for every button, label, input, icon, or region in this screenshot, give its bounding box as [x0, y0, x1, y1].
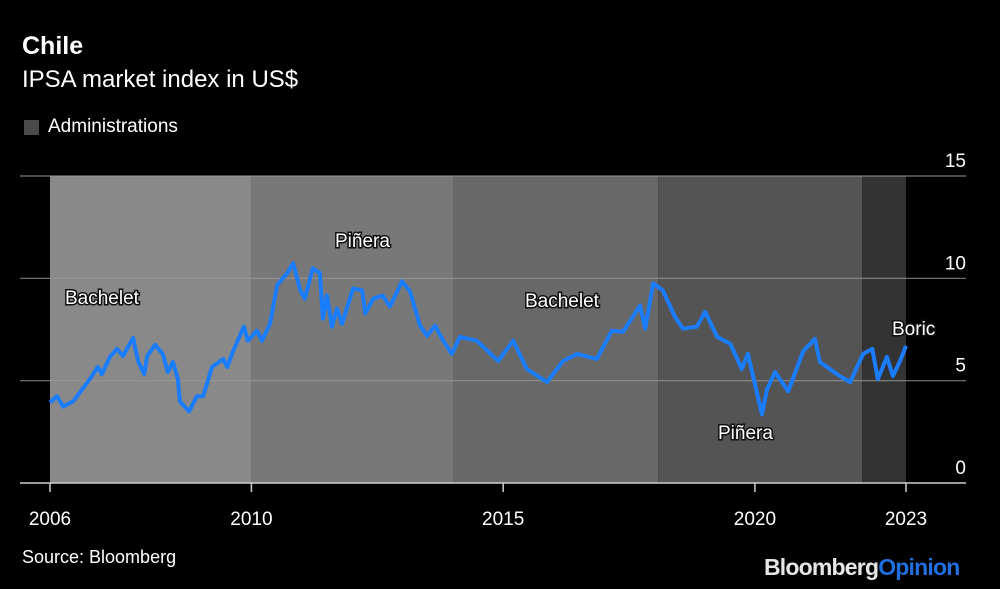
legend: Administrations [24, 116, 178, 138]
legend-label: Administrations [48, 116, 178, 137]
x-tick-label: 2010 [230, 509, 272, 530]
administration-band-1 [251, 176, 454, 483]
administration-band-3 [658, 176, 863, 483]
annotation-pinera-1: Piñera [335, 231, 390, 252]
chart-title: Chile [22, 32, 84, 60]
x-tick-label: 2023 [885, 509, 927, 530]
y-tick-label: 15 [945, 151, 966, 172]
annotation-bachelet-2: Bachelet [525, 291, 600, 312]
source-note: Source: Bloomberg [22, 547, 177, 567]
y-tick-label: 5 [955, 356, 966, 377]
chart-subtitle: IPSA market index in US$ [22, 66, 299, 93]
administration-band-4 [862, 176, 906, 483]
x-tick-label: 2006 [29, 509, 71, 530]
y-tick-label: 10 [945, 253, 966, 274]
annotation-bachelet-1: Bachelet [65, 288, 140, 309]
legend-swatch [24, 119, 39, 135]
administration-band-2 [453, 176, 659, 483]
annotation-pinera-2: Piñera [718, 423, 773, 444]
bloomberg-opinion-logo: BloombergOpinion [764, 554, 960, 581]
x-tick-label: 2015 [482, 509, 524, 530]
logo-opinion: Opinion [878, 554, 960, 580]
y-tick-label: 0 [955, 458, 966, 479]
logo-bloomberg: Bloomberg [764, 554, 879, 580]
administration-band-0 [50, 176, 252, 483]
annotation-boric: Boric [892, 319, 935, 340]
ipsa-line [48, 261, 908, 417]
x-tick-label: 2020 [734, 509, 776, 530]
